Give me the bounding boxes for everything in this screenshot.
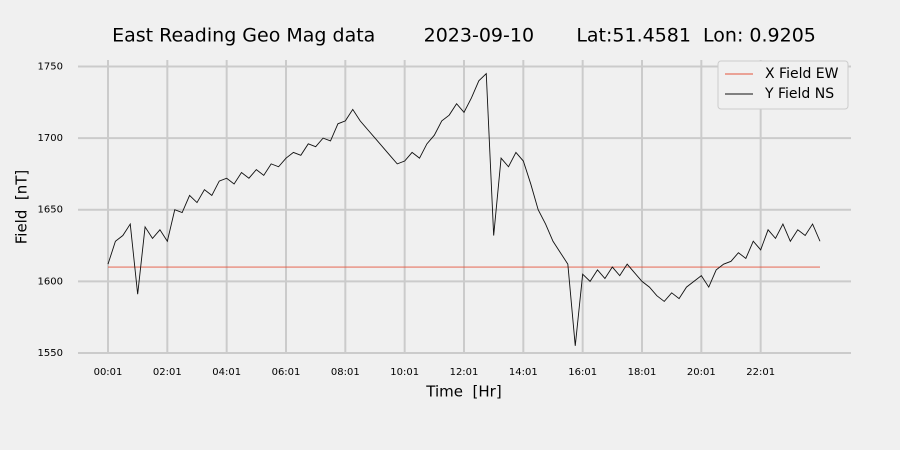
x-tick-label: 10:01 xyxy=(390,367,419,378)
x-tick-label: 18:01 xyxy=(628,367,657,378)
chart-title: East Reading Geo Mag data 2023-09-10 Lat… xyxy=(112,25,816,47)
x-tick-label: 16:01 xyxy=(568,367,597,378)
legend: X Field EW Y Field NS xyxy=(717,60,849,110)
x-tick-label: 02:01 xyxy=(153,367,182,378)
legend-label: X Field EW xyxy=(765,66,839,82)
y-tick-label: 1650 xyxy=(38,205,63,216)
data-line xyxy=(107,72,821,346)
x-tick-label: 14:01 xyxy=(509,367,538,378)
x-tick-label: 00:01 xyxy=(94,367,123,378)
y-tick-label: 1550 xyxy=(38,348,63,359)
legend-box xyxy=(717,60,849,110)
x-tick-label: 22:01 xyxy=(746,367,775,378)
y-tick-label: 1700 xyxy=(38,133,63,144)
y-tick-label: 1750 xyxy=(38,61,63,72)
x-tick-label: 20:01 xyxy=(687,367,716,378)
x-tick-label: 06:01 xyxy=(272,367,301,378)
x-axis-label: Time [Hr] xyxy=(425,383,501,401)
x-tick-label: 12:01 xyxy=(450,367,479,378)
x-tick-label: 08:01 xyxy=(331,367,360,378)
grid xyxy=(78,60,851,354)
x-tick-label: 04:01 xyxy=(212,367,241,378)
y-axis-label: Field [nT] xyxy=(13,170,31,245)
legend-label: Y Field NS xyxy=(764,86,834,102)
y-tick-label: 1600 xyxy=(38,276,63,287)
